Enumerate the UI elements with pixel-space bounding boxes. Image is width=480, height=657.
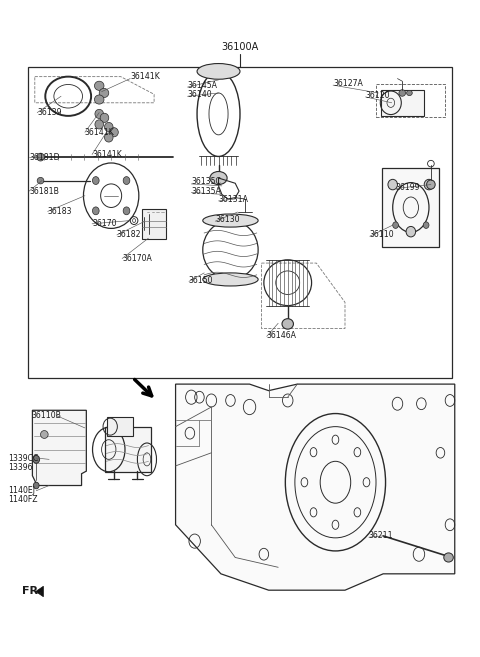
Text: 1339CC: 1339CC bbox=[9, 453, 39, 463]
Text: 36146A: 36146A bbox=[267, 330, 297, 340]
Ellipse shape bbox=[34, 482, 39, 489]
FancyBboxPatch shape bbox=[142, 209, 166, 238]
Ellipse shape bbox=[110, 127, 118, 137]
Text: 36181B: 36181B bbox=[29, 187, 59, 196]
Text: 36145A: 36145A bbox=[188, 81, 217, 89]
Ellipse shape bbox=[393, 222, 398, 229]
Text: 36170: 36170 bbox=[92, 219, 117, 229]
Ellipse shape bbox=[197, 64, 240, 79]
Ellipse shape bbox=[203, 214, 258, 227]
Text: 36120: 36120 bbox=[365, 91, 390, 100]
Text: 36141K: 36141K bbox=[92, 150, 122, 159]
Ellipse shape bbox=[95, 81, 104, 91]
Bar bbox=[28, 67, 452, 378]
Ellipse shape bbox=[424, 179, 434, 190]
Text: 36141K: 36141K bbox=[130, 72, 160, 81]
Ellipse shape bbox=[37, 177, 44, 184]
FancyBboxPatch shape bbox=[107, 417, 133, 436]
Text: 36135C: 36135C bbox=[192, 177, 221, 187]
Ellipse shape bbox=[123, 207, 130, 215]
Ellipse shape bbox=[423, 222, 429, 229]
Ellipse shape bbox=[210, 171, 227, 185]
Text: 36127A: 36127A bbox=[333, 79, 363, 88]
Text: 36100A: 36100A bbox=[221, 42, 259, 52]
Polygon shape bbox=[33, 410, 86, 486]
Text: 36140: 36140 bbox=[188, 91, 212, 99]
Text: 36135A: 36135A bbox=[192, 187, 221, 196]
Text: 36131A: 36131A bbox=[218, 195, 249, 204]
Ellipse shape bbox=[427, 180, 435, 189]
Text: 36150: 36150 bbox=[189, 276, 214, 285]
Text: 36170A: 36170A bbox=[122, 254, 152, 263]
Text: 36211: 36211 bbox=[369, 532, 394, 541]
Ellipse shape bbox=[282, 319, 293, 329]
Ellipse shape bbox=[388, 179, 397, 190]
Text: 13396: 13396 bbox=[9, 463, 33, 472]
Ellipse shape bbox=[105, 133, 113, 142]
Ellipse shape bbox=[203, 273, 258, 286]
Ellipse shape bbox=[33, 455, 39, 463]
Text: 36139: 36139 bbox=[37, 108, 62, 117]
Ellipse shape bbox=[406, 227, 416, 237]
Ellipse shape bbox=[105, 122, 113, 131]
Text: 1140EJ: 1140EJ bbox=[9, 486, 36, 495]
Text: 36130: 36130 bbox=[215, 215, 240, 225]
Text: 36199: 36199 bbox=[396, 183, 420, 192]
Text: 36110: 36110 bbox=[370, 231, 395, 239]
Text: 36141K: 36141K bbox=[85, 127, 115, 137]
Text: FR.: FR. bbox=[22, 587, 42, 597]
Ellipse shape bbox=[407, 91, 412, 96]
Text: 1140FZ: 1140FZ bbox=[9, 495, 38, 505]
Ellipse shape bbox=[40, 430, 48, 438]
Ellipse shape bbox=[123, 177, 130, 185]
Ellipse shape bbox=[444, 553, 453, 562]
Ellipse shape bbox=[36, 153, 44, 161]
FancyBboxPatch shape bbox=[105, 427, 151, 472]
Text: 36110B: 36110B bbox=[32, 411, 61, 420]
Ellipse shape bbox=[93, 207, 99, 215]
Ellipse shape bbox=[93, 177, 99, 185]
Ellipse shape bbox=[399, 90, 406, 97]
Ellipse shape bbox=[95, 109, 104, 118]
FancyBboxPatch shape bbox=[381, 90, 424, 116]
Polygon shape bbox=[176, 384, 455, 590]
Ellipse shape bbox=[95, 95, 104, 104]
FancyBboxPatch shape bbox=[382, 168, 440, 247]
Text: 36183: 36183 bbox=[48, 207, 72, 216]
Ellipse shape bbox=[99, 89, 109, 97]
Bar bbox=[376, 84, 445, 116]
Text: 36182: 36182 bbox=[117, 231, 142, 239]
Ellipse shape bbox=[100, 113, 109, 122]
Polygon shape bbox=[36, 586, 43, 597]
Ellipse shape bbox=[95, 120, 104, 129]
Text: 36181D: 36181D bbox=[29, 152, 60, 162]
